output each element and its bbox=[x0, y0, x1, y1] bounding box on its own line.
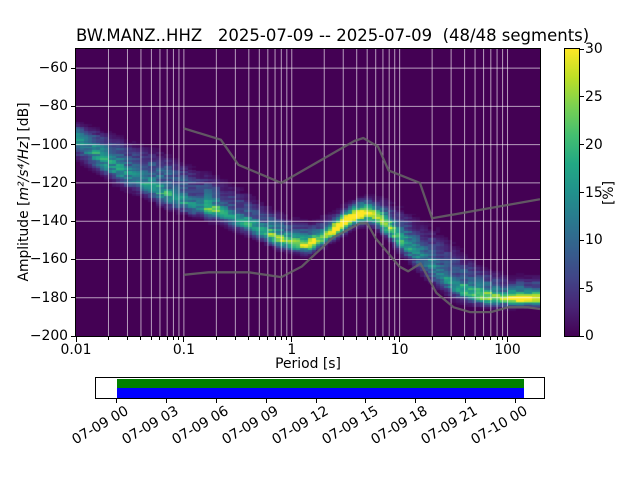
x-minor-tick bbox=[159, 337, 161, 340]
x-minor-tick bbox=[150, 337, 152, 340]
x-minor-tick bbox=[496, 337, 498, 340]
colorbar-tick-label: 30 bbox=[585, 41, 603, 57]
x-minor-tick bbox=[178, 337, 180, 340]
x-minor-tick bbox=[323, 337, 325, 340]
timeline-tick-label: 07-09 12 bbox=[268, 403, 332, 449]
timeline-tick bbox=[515, 399, 517, 403]
x-minor-tick bbox=[286, 337, 288, 340]
colorbar-tick bbox=[580, 48, 584, 50]
x-axis-label: Period [s] bbox=[275, 356, 341, 372]
x-tick bbox=[507, 337, 509, 342]
colorbar-gradient bbox=[564, 48, 580, 337]
timeline-tick-label: 07-10 00 bbox=[468, 403, 531, 449]
timeline-tick-label: 07-09 00 bbox=[69, 403, 132, 449]
x-tick bbox=[75, 337, 77, 342]
x-tick-label: 100 bbox=[494, 342, 521, 358]
timeline-tick bbox=[365, 399, 367, 403]
y-tick bbox=[70, 258, 75, 260]
y-tick-label: −120 bbox=[29, 174, 68, 191]
x-minor-tick bbox=[248, 337, 250, 340]
y-tick-label: −180 bbox=[29, 289, 68, 306]
y-tick bbox=[70, 105, 75, 107]
x-minor-tick bbox=[356, 337, 358, 340]
x-minor-tick bbox=[375, 337, 377, 340]
timeline-tick bbox=[215, 399, 217, 403]
y-tick bbox=[70, 297, 75, 299]
colorbar-tick bbox=[580, 287, 584, 289]
x-minor-tick bbox=[394, 337, 396, 340]
timeline-tick bbox=[165, 399, 167, 403]
timeline-tick-label: 07-09 06 bbox=[169, 403, 232, 449]
x-tick-label: 1 bbox=[287, 342, 297, 358]
x-tick-label: 0.01 bbox=[60, 342, 92, 358]
grid-and-noise-models-svg bbox=[76, 49, 540, 336]
x-minor-tick bbox=[388, 337, 390, 340]
colorbar-label: [%] bbox=[601, 180, 617, 206]
y-tick bbox=[70, 182, 75, 184]
timeline-tick bbox=[116, 399, 117, 403]
plot-title: BW.MANZ..HHZ 2025-07-09 -- 2025-07-09 (4… bbox=[76, 26, 590, 45]
timeline-used-bar bbox=[116, 388, 524, 398]
colorbar-tick-label: 5 bbox=[585, 280, 594, 297]
y-tick bbox=[70, 144, 75, 146]
x-minor-tick bbox=[431, 337, 433, 340]
colorbar-tick bbox=[580, 192, 584, 193]
nlnm-line bbox=[183, 222, 540, 314]
x-minor-tick bbox=[342, 337, 344, 340]
colorbar-tick bbox=[580, 335, 584, 337]
x-minor-tick bbox=[140, 337, 142, 340]
timeline-tick bbox=[315, 399, 317, 403]
x-tick-label: 0.1 bbox=[172, 342, 195, 358]
colorbar-tick bbox=[580, 239, 584, 241]
x-minor-tick bbox=[366, 337, 368, 340]
y-tick-label: −140 bbox=[29, 213, 68, 230]
colorbar-tick-label: 0 bbox=[585, 328, 594, 344]
y-tick-label: −160 bbox=[29, 251, 68, 268]
x-minor-tick bbox=[166, 337, 168, 340]
x-tick bbox=[183, 337, 185, 342]
timeline-tick bbox=[465, 399, 467, 403]
colorbar-tick-label: 15 bbox=[585, 184, 603, 201]
x-minor-tick bbox=[234, 337, 236, 340]
x-minor-tick bbox=[215, 337, 217, 340]
colorbar-tick-label: 25 bbox=[585, 88, 603, 105]
colorbar-tick bbox=[580, 96, 584, 98]
y-tick bbox=[70, 220, 75, 222]
y-tick-label: −200 bbox=[29, 328, 68, 344]
x-minor-tick bbox=[490, 337, 492, 340]
y-tick-label: −80 bbox=[38, 98, 68, 115]
y-tick bbox=[70, 67, 75, 69]
x-minor-tick bbox=[382, 337, 384, 340]
timeline bbox=[95, 377, 545, 399]
x-minor-tick bbox=[450, 337, 452, 340]
x-tick bbox=[291, 337, 293, 342]
x-minor-tick bbox=[502, 337, 504, 340]
colorbar-tick-label: 20 bbox=[585, 136, 603, 153]
x-minor-tick bbox=[274, 337, 276, 340]
colorbar-tick bbox=[580, 144, 584, 146]
x-minor-tick bbox=[172, 337, 174, 340]
heatmap-canvas bbox=[76, 49, 540, 336]
y-tick-label: −60 bbox=[38, 60, 68, 77]
timeline-tick-label: 07-09 03 bbox=[119, 403, 182, 449]
x-tick-label: 10 bbox=[390, 342, 409, 358]
timeline-coverage-bar bbox=[116, 379, 524, 388]
x-minor-tick bbox=[483, 337, 485, 340]
colorbar-tick-label: 10 bbox=[585, 232, 603, 249]
x-minor-tick bbox=[474, 337, 476, 340]
x-tick bbox=[399, 337, 401, 342]
y-tick bbox=[70, 335, 75, 337]
x-minor-tick bbox=[280, 337, 282, 340]
y-tick-label: −100 bbox=[29, 136, 68, 153]
x-minor-tick bbox=[126, 337, 128, 340]
nhnm-line bbox=[183, 127, 540, 220]
timeline-tick-label: 07-09 09 bbox=[219, 403, 282, 449]
x-minor-tick bbox=[107, 337, 109, 340]
timeline-tick bbox=[265, 399, 267, 403]
x-minor-tick bbox=[258, 337, 260, 340]
timeline-tick bbox=[415, 399, 417, 403]
x-minor-tick bbox=[464, 337, 466, 340]
x-minor-tick bbox=[267, 337, 269, 340]
